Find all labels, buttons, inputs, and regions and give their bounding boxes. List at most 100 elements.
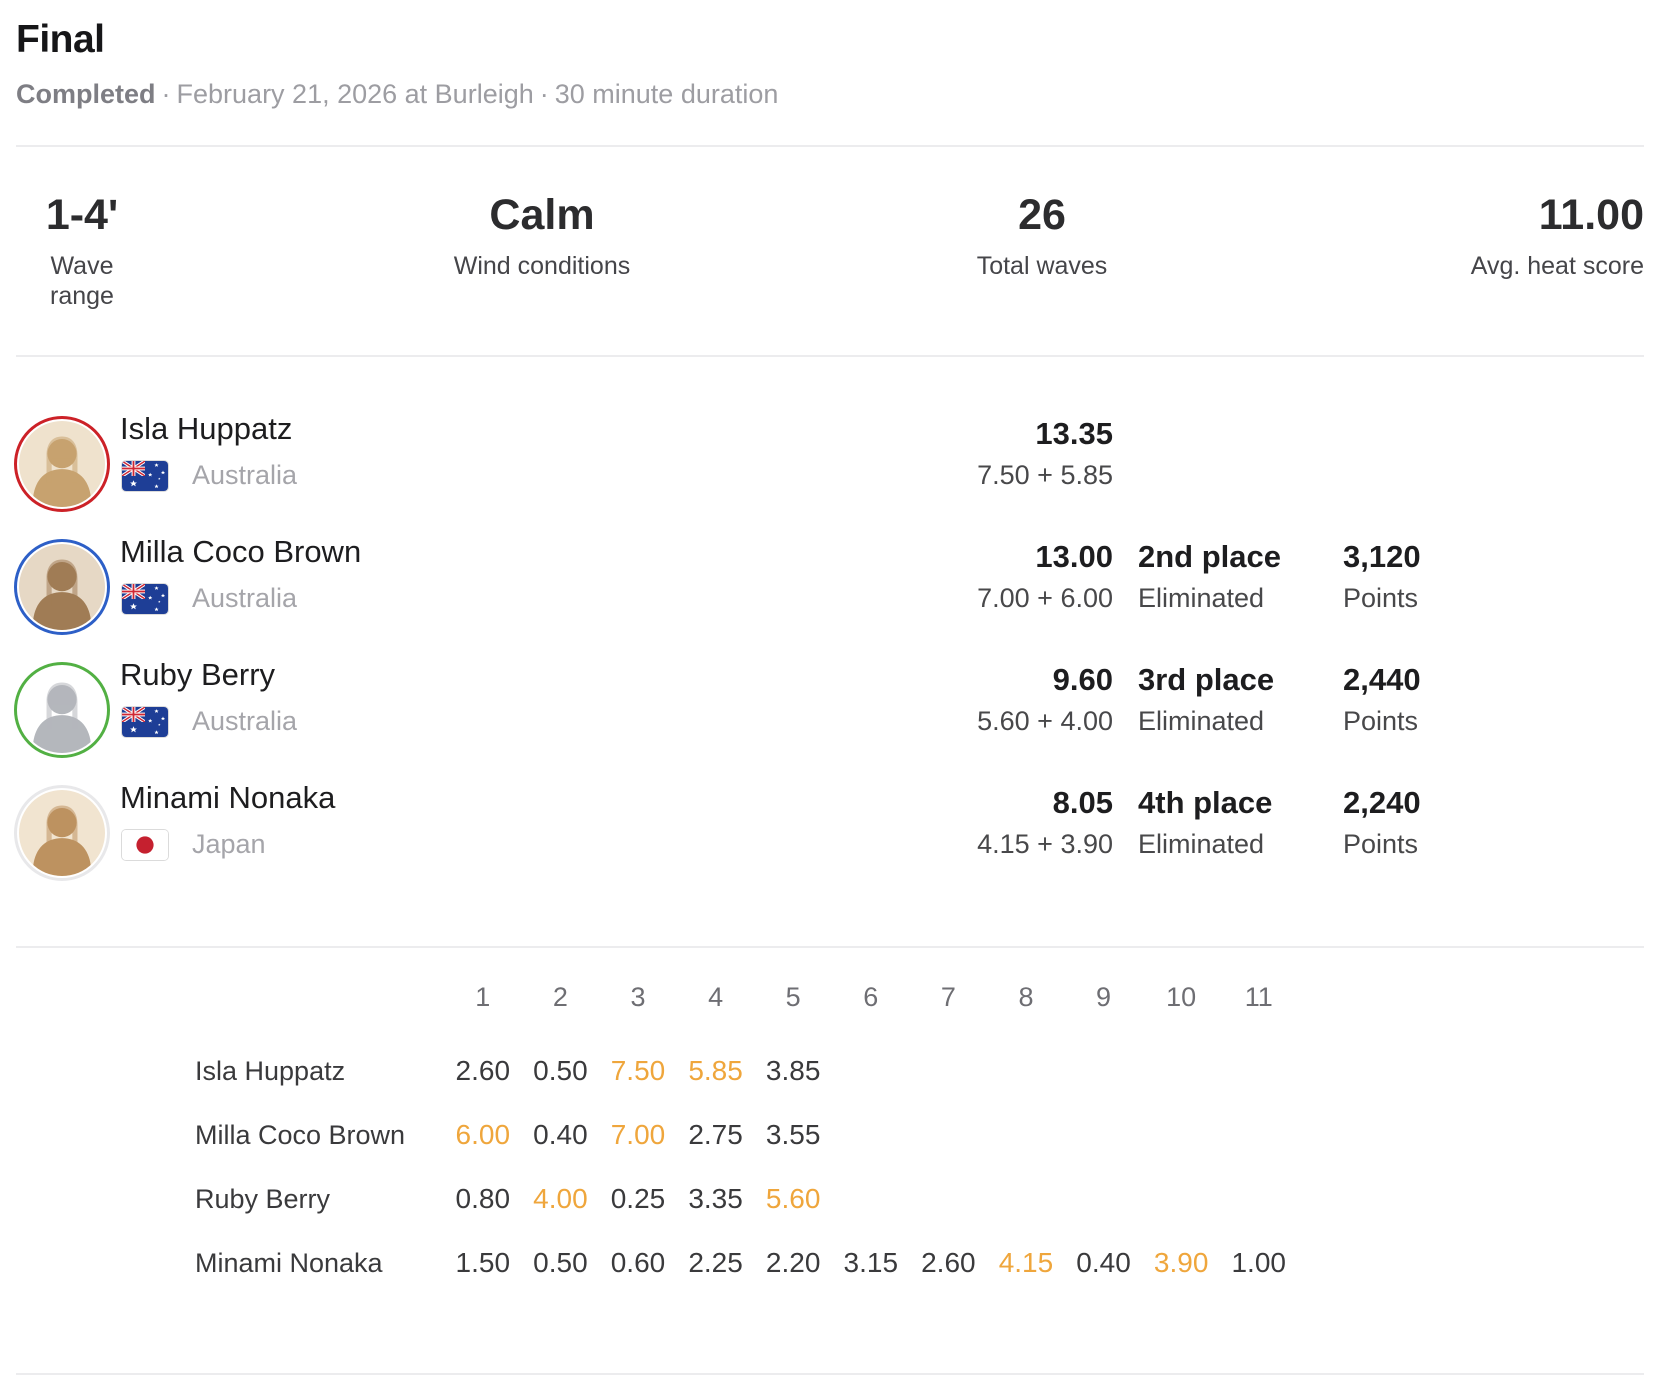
heat-total: 13.00 bbox=[1035, 539, 1113, 574]
place-block: 4th place Eliminated bbox=[1138, 785, 1273, 860]
wave-score-cell: 0.25 bbox=[610, 1183, 666, 1214]
country-name: Australia bbox=[192, 706, 298, 736]
elimination-status: Eliminated bbox=[1138, 583, 1265, 613]
wave-score-cell: 0.40 bbox=[533, 1119, 588, 1150]
elimination-status: Eliminated bbox=[1138, 829, 1265, 859]
athlete-name: Ruby Berry bbox=[120, 657, 276, 692]
stat-label: Total waves bbox=[976, 252, 1108, 280]
wave-column-header: 10 bbox=[1166, 982, 1197, 1012]
surfer-list: Isla Huppatz Aust bbox=[0, 402, 1660, 894]
wave-score-cell: 5.60 bbox=[765, 1183, 821, 1214]
heat-total: 13.35 bbox=[1035, 416, 1113, 451]
points-value: 3,120 bbox=[1343, 539, 1421, 574]
wave-table-body: Isla Huppatz 2.60 0.50 7.50 5.85 3.85 Milla Co… bbox=[0, 1039, 1660, 1295]
avatar bbox=[14, 415, 110, 512]
wave-table-surfer-name: Minami Nonaka bbox=[195, 1247, 383, 1278]
wave-column-header: 7 bbox=[940, 982, 956, 1012]
wave-table-surfer-name: Ruby Berry bbox=[195, 1183, 331, 1214]
wave-scores-table: 1 2 3 4 5 6 7 8 9 10 11 Isla Huppatz 2.60 0.50 7.50 5.… bbox=[0, 948, 1660, 1295]
points-label: Points bbox=[1343, 706, 1419, 736]
wave-column-header: 4 bbox=[708, 982, 724, 1012]
wave-score-cell: 2.25 bbox=[688, 1247, 743, 1278]
wave-score-cell: 3.90 bbox=[1153, 1247, 1209, 1278]
meta-separator: · bbox=[539, 79, 549, 109]
athlete-name: Milla Coco Brown bbox=[120, 534, 362, 569]
wave-table-header-spacer bbox=[16, 982, 444, 1013]
wave-score-cell: 3.15 bbox=[843, 1247, 899, 1278]
heat-score-block: 13.00 7.00 + 6.00 bbox=[977, 539, 1113, 614]
heat-header: Final Completed · February 21, 2026 at Bur… bbox=[0, 0, 1660, 110]
divider bbox=[16, 946, 1644, 948]
wave-score-cell: 0.40 bbox=[1076, 1247, 1131, 1278]
stat-label: Wave range bbox=[50, 252, 114, 310]
wave-score-cell: 4.15 bbox=[998, 1247, 1054, 1278]
wave-table-row: Isla Huppatz 2.60 0.50 7.50 5.85 3.85 bbox=[16, 1039, 1660, 1103]
wave-score-cell: 3.85 bbox=[765, 1055, 821, 1086]
wave-score-cell: 2.60 bbox=[921, 1247, 976, 1278]
score-breakdown: 7.00 + 6.00 bbox=[977, 583, 1113, 613]
wave-column-header: 5 bbox=[785, 982, 801, 1012]
wave-score-cell: 7.50 bbox=[610, 1055, 666, 1086]
athlete-info: Minami Nonaka Japan bbox=[120, 780, 335, 860]
stat-value: Calm bbox=[489, 191, 595, 239]
divider bbox=[16, 355, 1644, 357]
athlete-info: Ruby Berry Austra bbox=[120, 657, 297, 737]
heat-total: 8.05 bbox=[1052, 785, 1113, 820]
surfer-row-minami-nonaka[interactable]: Minami Nonaka Japan 8.05 4.15 + 3.90 4th… bbox=[0, 771, 1660, 894]
wave-column-header: 11 bbox=[1244, 982, 1273, 1012]
wave-table-header: 1 2 3 4 5 6 7 8 9 10 11 bbox=[0, 948, 1660, 1013]
country-line: Australia bbox=[122, 583, 361, 614]
surfer-row-isla-huppatz[interactable]: Isla Huppatz Aust bbox=[0, 402, 1660, 525]
stat-wind-conditions: Calm Wind conditions bbox=[148, 191, 936, 311]
athlete-name: Minami Nonaka bbox=[120, 780, 336, 815]
wave-column-header: 6 bbox=[863, 982, 879, 1012]
stat-label: Avg. heat score bbox=[1470, 252, 1644, 280]
heat-total: 9.60 bbox=[1052, 662, 1113, 697]
wave-score-cell: 1.50 bbox=[455, 1247, 511, 1278]
wave-table-row: Milla Coco Brown 6.00 0.40 7.00 2.75 3.55 bbox=[16, 1103, 1660, 1167]
wave-column-header: 3 bbox=[630, 982, 646, 1012]
stat-total-waves: 26 Total waves bbox=[936, 191, 1148, 311]
wave-score-cell: 3.35 bbox=[688, 1183, 743, 1214]
place: 4th place bbox=[1138, 785, 1273, 820]
country-name: Australia bbox=[192, 460, 298, 490]
athlete-info: Milla Coco Brown bbox=[120, 534, 361, 614]
wave-table-row: Ruby Berry 0.80 4.00 0.25 3.35 5.60 bbox=[16, 1167, 1660, 1231]
place-block: 3rd place Eliminated bbox=[1138, 662, 1275, 737]
wave-table-surfer-name: Isla Huppatz bbox=[195, 1055, 346, 1086]
wave-column-header: 8 bbox=[1018, 982, 1034, 1012]
place-block: 2nd place Eliminated bbox=[1138, 539, 1281, 614]
wave-score-cell: 4.00 bbox=[533, 1183, 588, 1214]
place: 2nd place bbox=[1138, 539, 1281, 574]
wave-score-cell: 5.85 bbox=[688, 1055, 743, 1086]
surfer-row-milla-coco-brown[interactable]: Milla Coco Brown bbox=[0, 525, 1660, 648]
wave-score-cell: 2.60 bbox=[455, 1055, 511, 1086]
wave-score-cell: 0.80 bbox=[455, 1183, 511, 1214]
heat-score-block: 9.60 5.60 + 4.00 bbox=[977, 662, 1113, 737]
score-breakdown: 4.15 + 3.90 bbox=[977, 829, 1113, 859]
australia-flag-icon bbox=[122, 460, 168, 491]
athlete-info: Isla Huppatz Aust bbox=[120, 411, 297, 491]
points-block: 2,440 Points bbox=[1343, 662, 1421, 737]
points-value: 2,240 bbox=[1343, 785, 1421, 820]
country-name: Australia bbox=[192, 583, 298, 613]
stat-value: 1-4' bbox=[45, 191, 119, 239]
points-block: 3,120 Points bbox=[1343, 539, 1421, 614]
stat-value: 26 bbox=[1018, 191, 1066, 239]
wave-score-cell: 2.75 bbox=[688, 1119, 743, 1150]
heat-date-location: February 21, 2026 at Burleigh bbox=[176, 79, 534, 109]
japan-flag-icon bbox=[122, 829, 168, 860]
athlete-name: Isla Huppatz bbox=[120, 411, 293, 446]
points-block: 2,240 Points bbox=[1343, 785, 1421, 860]
surfer-row-ruby-berry[interactable]: Ruby Berry Austra bbox=[0, 648, 1660, 771]
country-line: Australia bbox=[122, 706, 297, 737]
avatar bbox=[14, 784, 110, 881]
place: 3rd place bbox=[1138, 662, 1275, 697]
heat-duration: 30 minute duration bbox=[554, 79, 779, 109]
points-value: 2,440 bbox=[1343, 662, 1421, 697]
wave-score-cell: 6.00 bbox=[455, 1119, 511, 1150]
wave-score-cell: 0.50 bbox=[533, 1247, 588, 1278]
heat-meta: Completed · February 21, 2026 at Burleigh ·… bbox=[16, 79, 1644, 110]
wave-table-row: Minami Nonaka 1.50 0.50 0.60 2.25 2.20 3.15 2.6… bbox=[16, 1231, 1660, 1295]
